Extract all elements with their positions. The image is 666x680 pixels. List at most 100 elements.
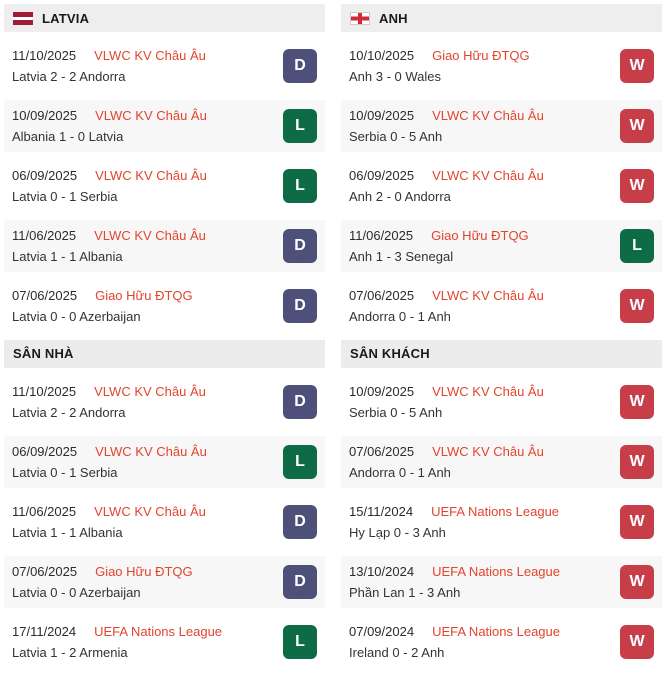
match-date: 10/10/2025: [349, 48, 415, 63]
competition-link[interactable]: VLWC KV Châu Âu: [95, 168, 207, 183]
match-score: Phần Lan 1 - 3 Anh: [349, 585, 461, 600]
match-row[interactable]: 13/10/2024 UEFA Nations League Phần Lan 1 …: [341, 556, 662, 608]
competition-link[interactable]: VLWC KV Châu Âu: [94, 384, 206, 399]
result-badge: L: [283, 109, 317, 143]
result-badge: W: [620, 385, 654, 419]
match-info: 07/06/2025 VLWC KV Châu Âu Andorra 0 - 1 A…: [349, 444, 544, 480]
competition-link[interactable]: Giao Hữu ĐTQG: [95, 288, 193, 303]
match-row[interactable]: 11/06/2025 VLWC KV Châu Âu Latvia 1 - 1 Al…: [4, 220, 325, 272]
match-score: Hy Lạp 0 - 3 Anh: [349, 525, 446, 540]
match-date: 06/09/2025: [349, 168, 415, 183]
match-info: 10/09/2025 VLWC KV Châu Âu Albania 1 - 0 L…: [12, 108, 207, 144]
match-score: Latvia 2 - 2 Andorra: [12, 405, 126, 420]
match-row[interactable]: 06/09/2025 VLWC KV Châu Âu Anh 2 - 0 Andor…: [341, 160, 662, 212]
match-date: 11/06/2025: [12, 504, 77, 519]
match-info: 10/10/2025 Giao Hữu ĐTQG Anh 3 - 0 Wales: [349, 48, 530, 84]
match-row[interactable]: 11/10/2025 VLWC KV Châu Âu Latvia 2 - 2 An…: [4, 40, 325, 92]
match-row[interactable]: 07/09/2024 UEFA Nations League Ireland 0 -…: [341, 616, 662, 668]
match-date: 10/09/2025: [349, 108, 415, 123]
competition-link[interactable]: Giao Hữu ĐTQG: [431, 228, 529, 243]
match-row[interactable]: 10/09/2025 VLWC KV Châu Âu Albania 1 - 0 L…: [4, 100, 325, 152]
match-score: Latvia 0 - 1 Serbia: [12, 189, 118, 204]
competition-link[interactable]: VLWC KV Châu Âu: [432, 288, 544, 303]
match-info: 11/06/2025 Giao Hữu ĐTQG Anh 1 - 3 Senegal: [349, 228, 529, 264]
competition-link[interactable]: VLWC KV Châu Âu: [95, 444, 207, 459]
match-score: Anh 3 - 0 Wales: [349, 69, 442, 84]
match-row[interactable]: 11/06/2025 Giao Hữu ĐTQG Anh 1 - 3 Senegal…: [341, 220, 662, 272]
match-date: 11/10/2025: [12, 384, 77, 399]
match-info: 07/09/2024 UEFA Nations League Ireland 0 -…: [349, 624, 560, 660]
result-badge: L: [620, 229, 654, 263]
team-name: ANH: [379, 10, 408, 26]
result-badge: D: [283, 565, 317, 599]
result-badge: W: [620, 109, 654, 143]
match-info: 11/06/2025 VLWC KV Châu Âu Latvia 1 - 1 Al…: [12, 228, 206, 264]
match-row[interactable]: 06/09/2025 VLWC KV Châu Âu Latvia 0 - 1 Se…: [4, 436, 325, 488]
match-row[interactable]: 11/10/2025 VLWC KV Châu Âu Latvia 2 - 2 An…: [4, 376, 325, 428]
match-date: 10/09/2025: [349, 384, 415, 399]
result-badge: D: [283, 505, 317, 539]
result-badge: W: [620, 625, 654, 659]
result-badge: L: [283, 445, 317, 479]
match-score: Latvia 2 - 2 Andorra: [12, 69, 126, 84]
competition-link[interactable]: VLWC KV Châu Âu: [94, 504, 206, 519]
match-date: 13/10/2024: [349, 564, 415, 579]
result-badge: D: [283, 385, 317, 419]
competition-link[interactable]: VLWC KV Châu Âu: [432, 108, 544, 123]
result-badge: W: [620, 445, 654, 479]
match-info: 13/10/2024 UEFA Nations League Phần Lan 1 …: [349, 564, 560, 600]
match-row[interactable]: 10/09/2025 VLWC KV Châu Âu Serbia 0 - 5 An…: [341, 100, 662, 152]
match-score: Latvia 0 - 0 Azerbaijan: [12, 585, 141, 600]
match-date: 07/06/2025: [349, 444, 415, 459]
competition-link[interactable]: VLWC KV Châu Âu: [94, 48, 206, 63]
match-info: 17/11/2024 UEFA Nations League Latvia 1 - …: [12, 624, 222, 660]
match-info: 11/10/2025 VLWC KV Châu Âu Latvia 2 - 2 An…: [12, 48, 206, 84]
match-row[interactable]: 07/06/2025 Giao Hữu ĐTQG Latvia 0 - 0 Azer…: [4, 280, 325, 332]
competition-link[interactable]: UEFA Nations League: [432, 624, 560, 639]
match-row[interactable]: 15/11/2024 UEFA Nations League Hy Lạp 0 - …: [341, 496, 662, 548]
competition-link[interactable]: Giao Hữu ĐTQG: [432, 48, 530, 63]
competition-link[interactable]: UEFA Nations League: [432, 564, 560, 579]
result-badge: D: [283, 229, 317, 263]
competition-link[interactable]: VLWC KV Châu Âu: [432, 384, 544, 399]
competition-link[interactable]: UEFA Nations League: [94, 624, 223, 639]
match-date: 11/06/2025: [349, 228, 414, 243]
match-row[interactable]: 10/09/2025 VLWC KV Châu Âu Serbia 0 - 5 An…: [341, 376, 662, 428]
column-latvia: LATVIA 11/10/2025 VLWC KV Châu Âu Latvia 2…: [4, 4, 325, 676]
match-info: 15/11/2024 UEFA Nations League Hy Lạp 0 - …: [349, 504, 559, 540]
match-info: 10/09/2025 VLWC KV Châu Âu Serbia 0 - 5 An…: [349, 384, 544, 420]
competition-link[interactable]: UEFA Nations League: [431, 504, 560, 519]
competition-link[interactable]: VLWC KV Châu Âu: [432, 444, 544, 459]
match-row[interactable]: 17/11/2024 UEFA Nations League Latvia 1 - …: [4, 616, 325, 668]
result-badge: D: [283, 49, 317, 83]
match-row[interactable]: 07/06/2025 VLWC KV Châu Âu Andorra 0 - 1 A…: [341, 280, 662, 332]
match-row[interactable]: 11/06/2025 VLWC KV Châu Âu Latvia 1 - 1 Al…: [4, 496, 325, 548]
match-date: 07/06/2025: [12, 288, 78, 303]
match-score: Ireland 0 - 2 Anh: [349, 645, 445, 660]
match-info: 07/06/2025 Giao Hữu ĐTQG Latvia 0 - 0 Azer…: [12, 564, 193, 600]
competition-link[interactable]: VLWC KV Châu Âu: [94, 228, 206, 243]
result-badge: W: [620, 169, 654, 203]
match-date: 17/11/2024: [12, 624, 77, 639]
match-row[interactable]: 06/09/2025 VLWC KV Châu Âu Latvia 0 - 1 Se…: [4, 160, 325, 212]
match-date: 06/09/2025: [12, 168, 78, 183]
competition-link[interactable]: VLWC KV Châu Âu: [95, 108, 207, 123]
team-header-anh: ANH: [341, 4, 662, 32]
match-score: Latvia 0 - 1 Serbia: [12, 465, 118, 480]
team-header-latvia: LATVIA: [4, 4, 325, 32]
match-row[interactable]: 07/06/2025 VLWC KV Châu Âu Andorra 0 - 1 A…: [341, 436, 662, 488]
competition-link[interactable]: VLWC KV Châu Âu: [432, 168, 544, 183]
match-info: 11/06/2025 VLWC KV Châu Âu Latvia 1 - 1 Al…: [12, 504, 206, 540]
match-score: Serbia 0 - 5 Anh: [349, 129, 443, 144]
match-score: Serbia 0 - 5 Anh: [349, 405, 443, 420]
result-badge: W: [620, 289, 654, 323]
match-info: 06/09/2025 VLWC KV Châu Âu Latvia 0 - 1 Se…: [12, 444, 207, 480]
match-info: 07/06/2025 Giao Hữu ĐTQG Latvia 0 - 0 Azer…: [12, 288, 193, 324]
section-header: SÂN KHÁCH: [341, 340, 662, 368]
match-row[interactable]: 07/06/2025 Giao Hữu ĐTQG Latvia 0 - 0 Azer…: [4, 556, 325, 608]
match-row[interactable]: 10/10/2025 Giao Hữu ĐTQG Anh 3 - 0 Wales W: [341, 40, 662, 92]
result-badge: W: [620, 565, 654, 599]
competition-link[interactable]: Giao Hữu ĐTQG: [95, 564, 193, 579]
result-badge: L: [283, 169, 317, 203]
result-badge: W: [620, 505, 654, 539]
